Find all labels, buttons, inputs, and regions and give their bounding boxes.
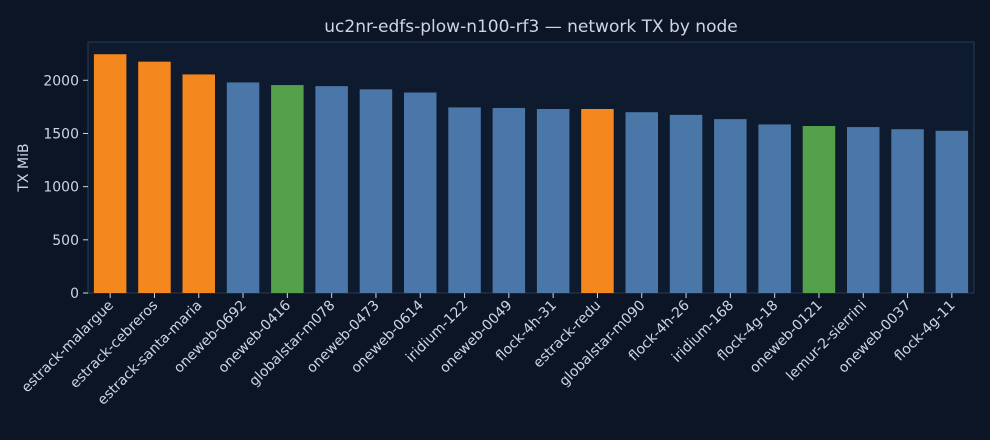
plot-area (87, 41, 975, 294)
bar-oneweb-0692 (226, 82, 260, 293)
bar-lemur-2-sierrini (847, 127, 880, 293)
bar-oneweb-0614 (404, 92, 437, 293)
bar-flock-4g-11 (935, 130, 969, 293)
y-tick-label: 2000 (43, 73, 79, 89)
bar-estrack-santa-maria (182, 74, 215, 293)
y-axis: 0 500 1000 1500 2000 (43, 73, 88, 302)
bar-flock-4h-31 (536, 109, 570, 293)
y-axis-label: TX MiB (16, 143, 32, 192)
chart-title: uc2nr-edfs-plow-n100-rf3 — network TX by… (324, 17, 737, 37)
y-tick-label: 500 (52, 233, 79, 249)
y-tick-label: 1500 (43, 126, 79, 142)
bar-globalstar-m090 (625, 112, 658, 293)
bar-oneweb-0049 (492, 107, 526, 294)
bar-iridium-122 (448, 107, 481, 293)
bar-flock-4h-26 (669, 114, 703, 293)
bar-iridium-168 (714, 119, 747, 293)
bar-globalstar-m078 (315, 86, 348, 293)
bar-oneweb-0473 (359, 89, 393, 293)
bar-estrack-redu (581, 109, 614, 293)
bar-oneweb-0121 (802, 126, 836, 294)
bar-oneweb-0037 (891, 129, 924, 293)
bar-oneweb-0416 (271, 85, 304, 293)
y-tick-label: 0 (70, 286, 79, 302)
bars (93, 54, 969, 294)
bar-estrack-cebreros (138, 61, 171, 294)
y-tick-label: 1000 (43, 180, 79, 196)
bar-flock-4g-18 (758, 124, 791, 294)
bar-estrack-malargue (93, 54, 127, 294)
